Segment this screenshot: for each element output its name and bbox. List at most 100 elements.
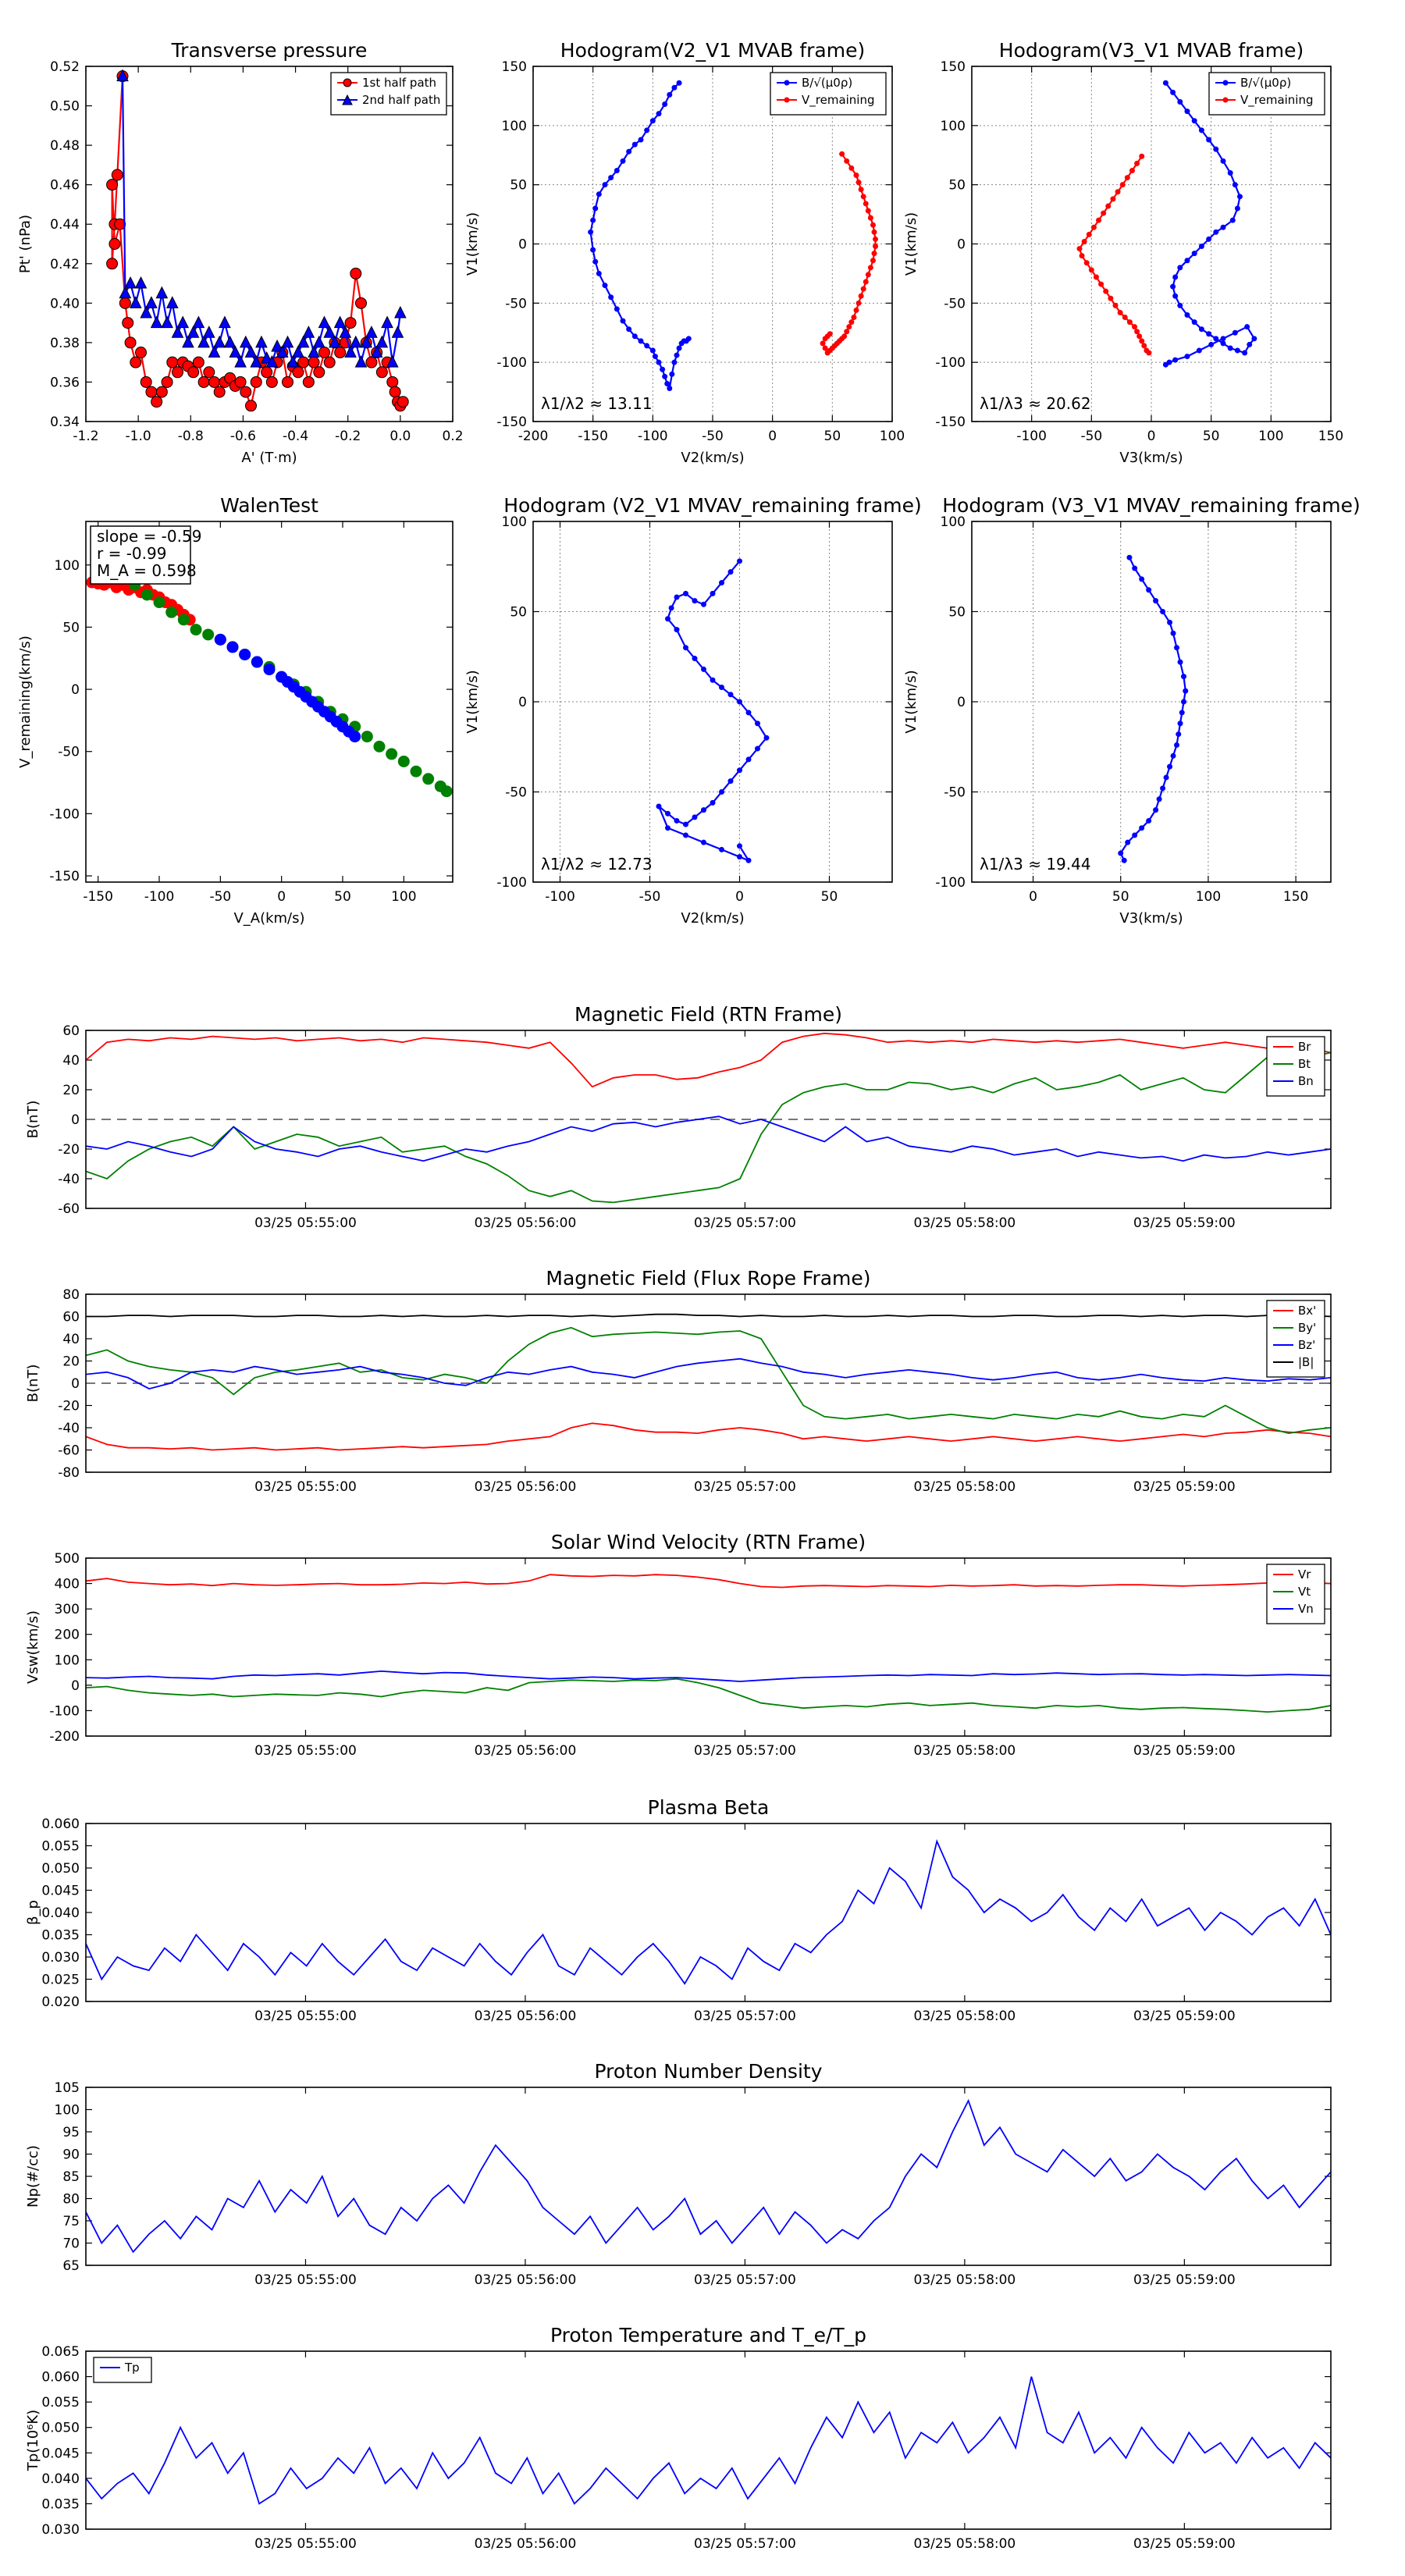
y-tick-label: 200: [55, 1628, 80, 1643]
legend-box: [1266, 1036, 1325, 1097]
y-tick-label: -60: [58, 1443, 80, 1459]
data-point-2nd half: [190, 624, 202, 636]
data-point-V_remaining: [863, 279, 869, 285]
data-point-V_remaining: [737, 558, 742, 564]
data-point-B/√(μ0ρ): [1208, 341, 1215, 347]
data-point-B/√(μ0ρ): [674, 352, 680, 358]
y-tick-label: 50: [510, 178, 527, 194]
data-point-B/√(μ0ρ): [614, 306, 620, 312]
data-point-V_remaining: [1126, 554, 1133, 560]
plot-area: [86, 1574, 1331, 1713]
data-point-2nd half: [373, 740, 386, 753]
data-point-V_remaining: [1101, 210, 1107, 216]
plot-area: [86, 2376, 1331, 2505]
data-point-V_remaining: [1112, 302, 1119, 308]
x-tick-label: 03/25 05:59:00: [1133, 2536, 1236, 2552]
data-point-1st half path: [350, 267, 362, 279]
data-point-B/√(μ0ρ): [602, 182, 608, 188]
data-point-B/√(μ0ρ): [614, 167, 620, 173]
data-point-1st half path: [344, 317, 357, 329]
series-line-|B|: [86, 1313, 1331, 1318]
data-point-B/√(μ0ρ): [1213, 146, 1219, 152]
x-axis-label: V3(km/s): [1119, 910, 1183, 927]
data-point-center: [251, 656, 263, 668]
chart-title: Plasma Beta: [648, 1796, 770, 1819]
data-point-1st half path: [318, 347, 330, 359]
data-point-B/√(μ0ρ): [1220, 158, 1226, 164]
series-line-beta: [86, 1838, 1331, 1985]
data-point-B/√(μ0ρ): [1162, 361, 1168, 368]
x-tick-label: 0.0: [389, 429, 411, 444]
data-point-V_remaining: [839, 151, 845, 157]
data-point-V_remaining: [1117, 309, 1123, 315]
x-tick-label: 03/25 05:55:00: [254, 1479, 357, 1495]
y-tick-label: 105: [55, 2080, 80, 2096]
data-point-V_remaining: [860, 286, 866, 292]
x-tick-label: 03/25 05:56:00: [475, 2536, 577, 2552]
data-point-1st half path: [122, 317, 134, 329]
data-point-V_remaining: [1139, 825, 1145, 831]
legend-box: [1208, 72, 1325, 116]
data-point-B/√(μ0ρ): [638, 137, 644, 143]
data-point-V_remaining: [824, 350, 831, 356]
data-point-B/√(μ0ρ): [1177, 302, 1183, 308]
x-tick-label: 150: [1318, 429, 1343, 444]
data-point-1st half path: [108, 238, 121, 250]
eigenvalue-ratio-annotation: λ1/λ2 ≈ 12.73: [541, 855, 653, 873]
data-point-B/√(μ0ρ): [1191, 118, 1197, 124]
legend-marker: [342, 94, 353, 105]
data-point-V_remaining: [1081, 238, 1087, 244]
data-point-V_remaining: [1160, 609, 1166, 614]
data-point-2nd half path: [286, 355, 300, 368]
data-point-B/√(μ0ρ): [656, 359, 662, 365]
data-point-V_remaining: [1177, 659, 1183, 665]
data-point-1st half path: [375, 366, 388, 379]
data-point-B/√(μ0ρ): [656, 111, 662, 117]
data-point-V_remaining: [727, 778, 734, 785]
data-point-2nd half path: [182, 335, 194, 348]
x-tick-label: 50: [1203, 429, 1220, 444]
data-point-2nd half path: [354, 355, 368, 368]
x-tick-label: 03/25 05:58:00: [914, 1743, 1016, 1759]
data-point-2nd half path: [140, 305, 153, 318]
data-point-B/√(μ0ρ): [631, 141, 638, 148]
y-tick-label: 0.030: [41, 1950, 80, 1966]
data-point-V_remaining: [1108, 295, 1114, 301]
data-point-2nd half path: [339, 326, 352, 338]
data-point-2nd half path: [333, 315, 347, 329]
data-point-1st half path: [365, 356, 378, 368]
data-point-2nd half path: [344, 345, 357, 358]
data-point-B/√(μ0ρ): [1196, 347, 1202, 354]
data-point-2nd half path: [255, 335, 268, 348]
data-point-V_remaining: [1122, 315, 1128, 321]
data-point-V_remaining: [719, 789, 724, 795]
data-point-2nd half: [153, 596, 165, 609]
data-point-2nd half path: [155, 286, 169, 299]
data-point-2nd half path: [250, 355, 263, 368]
axes-frame: [85, 2350, 1332, 2530]
data-point-1st half path: [208, 375, 220, 388]
x-tick-label: -50: [209, 889, 231, 905]
y-tick-label: 0.045: [41, 2446, 80, 2461]
plot-area: [86, 1032, 1331, 1204]
data-point-V_remaining: [1115, 189, 1121, 195]
axes-frame: [85, 1030, 1332, 1209]
data-point-V_remaining: [827, 331, 833, 337]
data-point-B/√(μ0ρ): [1220, 224, 1226, 230]
data-point-V_remaining: [710, 799, 716, 806]
x-tick-label: -50: [702, 429, 724, 444]
data-point-V_remaining: [1136, 333, 1143, 340]
data-point-B/√(μ0ρ): [1198, 244, 1204, 250]
data-point-B/√(μ0ρ): [1220, 340, 1226, 347]
data-point-V_remaining: [858, 187, 864, 193]
legend: B/√(μ0ρ) V_remaining: [1208, 72, 1325, 116]
data-point-V_remaining: [755, 745, 760, 752]
data-point-B/√(μ0ρ): [1172, 274, 1179, 280]
x-tick-label: 50: [821, 889, 838, 905]
y-tick-label: 0.42: [50, 257, 80, 272]
data-point-V_remaining: [871, 251, 877, 257]
data-point-B/√(μ0ρ): [638, 338, 644, 344]
panel-proton_temperature: Proton Temperature and T_e/T_p 03/25 05:5…: [25, 2324, 1332, 2552]
y-tick-label: 0.52: [50, 59, 80, 75]
x-tick-label: -100: [545, 889, 575, 905]
